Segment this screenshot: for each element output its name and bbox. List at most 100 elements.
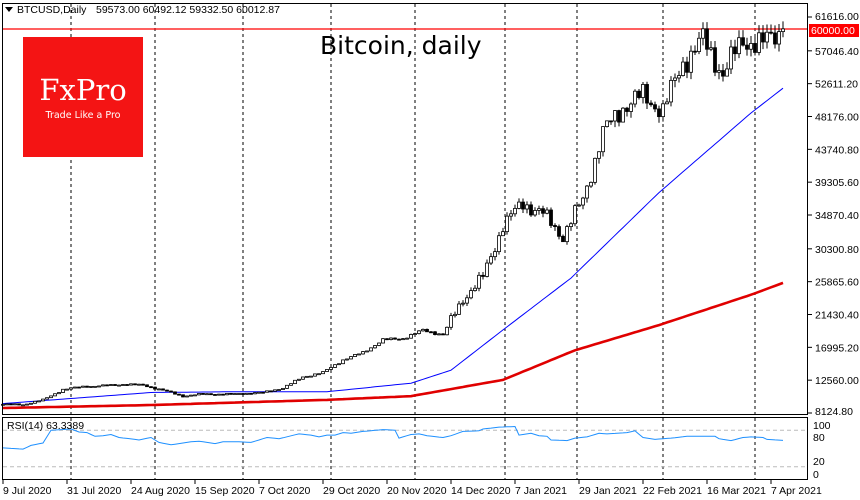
candle-body-bullish (333, 364, 337, 368)
candle (725, 62, 729, 77)
candle-body-bullish (589, 181, 593, 187)
candle-body-bearish (133, 383, 137, 386)
candle-body-bullish (461, 302, 465, 305)
candle (93, 385, 97, 388)
candle-body-bullish (525, 204, 529, 210)
candle-body-bullish (545, 209, 549, 214)
candle-body-bullish (25, 403, 29, 406)
candle-body-bullish (365, 350, 369, 353)
candle-body-bearish (85, 385, 89, 388)
candle (53, 393, 57, 397)
candle-body-bullish (737, 37, 741, 55)
candle (33, 400, 37, 404)
candle-body-bearish (745, 44, 749, 50)
candle-body-bullish (289, 383, 293, 386)
candle (629, 102, 633, 118)
candle (297, 378, 301, 381)
candle-body-bullish (629, 103, 633, 112)
candle-body-bullish (605, 120, 609, 127)
candle-body-bullish (233, 393, 237, 395)
candle (145, 384, 149, 388)
candle-body-bullish (709, 47, 713, 50)
candle (417, 330, 421, 335)
candle (89, 386, 93, 388)
candle (525, 201, 529, 214)
candle-body-bullish (401, 338, 405, 341)
candle (353, 354, 357, 357)
candle-body-bullish (205, 393, 209, 396)
candle-body-bullish (69, 387, 73, 390)
time-axis[interactable]: 9 Jul 2020 31 Jul 2020 24 Aug 2020 15 Sep 2… (2, 480, 822, 497)
candle (141, 383, 145, 386)
candle-body-bearish (397, 338, 401, 341)
candle (193, 394, 197, 397)
candle-body-bullish (593, 157, 597, 183)
candle (557, 224, 561, 240)
candle (509, 209, 513, 221)
candle-body-bullish (93, 385, 97, 388)
symbol-dropdown-icon[interactable] (5, 7, 13, 12)
candle-body-bearish (393, 337, 397, 340)
fxpro-logo: FxPro Trade Like a Pro (23, 37, 143, 157)
date-tick-label: 29 Oct 2020 (323, 485, 380, 497)
candle-body-bullish (325, 369, 329, 372)
date-tick-label: 29 Jan 2021 (579, 485, 637, 497)
candle (477, 271, 481, 292)
candle-body-bearish (269, 390, 273, 393)
candle (657, 105, 661, 123)
candle (421, 328, 425, 332)
candle (693, 45, 697, 56)
candle (261, 391, 265, 394)
candle (773, 25, 777, 49)
candle (9, 403, 13, 406)
candle (581, 196, 585, 210)
candle-body-bullish (41, 398, 45, 402)
rsi-tick-0: 0 (813, 469, 819, 481)
candle (541, 205, 545, 218)
candle (517, 198, 521, 210)
candle (157, 388, 161, 391)
candle-body-bearish (145, 384, 149, 388)
candle-body-bullish (57, 392, 61, 395)
candle (305, 375, 309, 378)
candle-body-bullish (677, 75, 681, 79)
candle-body-bullish (725, 68, 729, 77)
candle (41, 398, 45, 402)
candle-body-bearish (169, 390, 173, 393)
candle-body-bullish (449, 315, 453, 328)
candle-body-bullish (357, 353, 361, 356)
candle-body-bullish (601, 126, 605, 153)
price-tick-label: 8124.80 (815, 406, 853, 418)
candle-body-bearish (125, 384, 129, 386)
price-axis[interactable]: 61616.00 57046.40 52611.20 48176.00 43740.80… (808, 11, 859, 418)
candle-body-bearish (541, 208, 545, 214)
candle (133, 383, 137, 386)
candle (377, 342, 381, 347)
price-tick-label: 39305.60 (815, 177, 859, 189)
candle (397, 338, 401, 341)
candle-body-bullish (621, 107, 625, 123)
candle-body-bullish (361, 351, 365, 355)
candle-body-bullish (489, 256, 493, 264)
candle-body-bullish (353, 354, 357, 357)
date-tick-label: 16 Mar 2021 (707, 485, 766, 497)
candle (61, 388, 65, 394)
candle-body-bullish (341, 359, 345, 365)
candle (625, 106, 629, 117)
candle-body-bullish (689, 50, 693, 73)
candle (497, 231, 501, 255)
candle (153, 386, 157, 390)
moving-average-fast-line (2, 87, 784, 405)
candle-body-bearish (481, 274, 485, 277)
candle-body-bullish (45, 397, 49, 400)
candle (453, 311, 457, 318)
candle-body-bullish (757, 32, 761, 53)
candle-body-bullish (81, 385, 85, 388)
candle (413, 332, 417, 335)
candle-body-bearish (637, 90, 641, 98)
candle-body-bullish (565, 226, 569, 243)
candle-body-bullish (661, 103, 665, 118)
candle (685, 56, 689, 79)
candle (681, 56, 685, 77)
